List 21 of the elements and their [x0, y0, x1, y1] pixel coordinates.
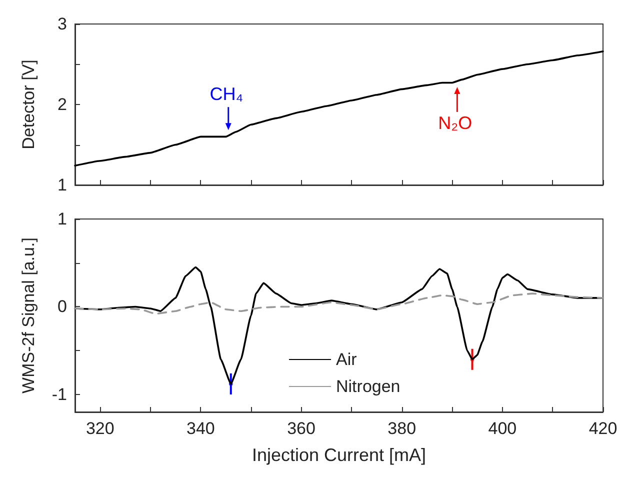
annotation: N₂O	[438, 112, 472, 133]
x-tick-label: 420	[588, 419, 618, 438]
x-tick-label: 400	[488, 419, 517, 438]
legend-label: Nitrogen	[336, 377, 400, 396]
y-axis-title: Detector [V]	[19, 60, 38, 150]
y-axis-title: WMS-2f Signal [a.u.]	[19, 238, 38, 394]
y-tick-label: 0	[58, 297, 67, 316]
line-series	[74, 292, 604, 315]
annotation: CH₄	[210, 84, 244, 104]
y-tick-label: 1	[58, 210, 67, 228]
legend-label: Air	[336, 350, 358, 369]
x-tick-label: 320	[86, 419, 114, 438]
x-axis-title: Injection Current [mA]	[252, 445, 426, 465]
x-tick-label: 380	[388, 419, 416, 438]
y-tick-label: 2	[58, 95, 67, 114]
x-tick-label: 340	[186, 419, 215, 438]
line-series	[74, 50, 604, 167]
y-tick-label: -1	[52, 384, 67, 404]
x-tick-label: 360	[287, 419, 316, 438]
y-tick-label: 1	[58, 176, 67, 194]
y-tick-label: 3	[58, 14, 67, 34]
